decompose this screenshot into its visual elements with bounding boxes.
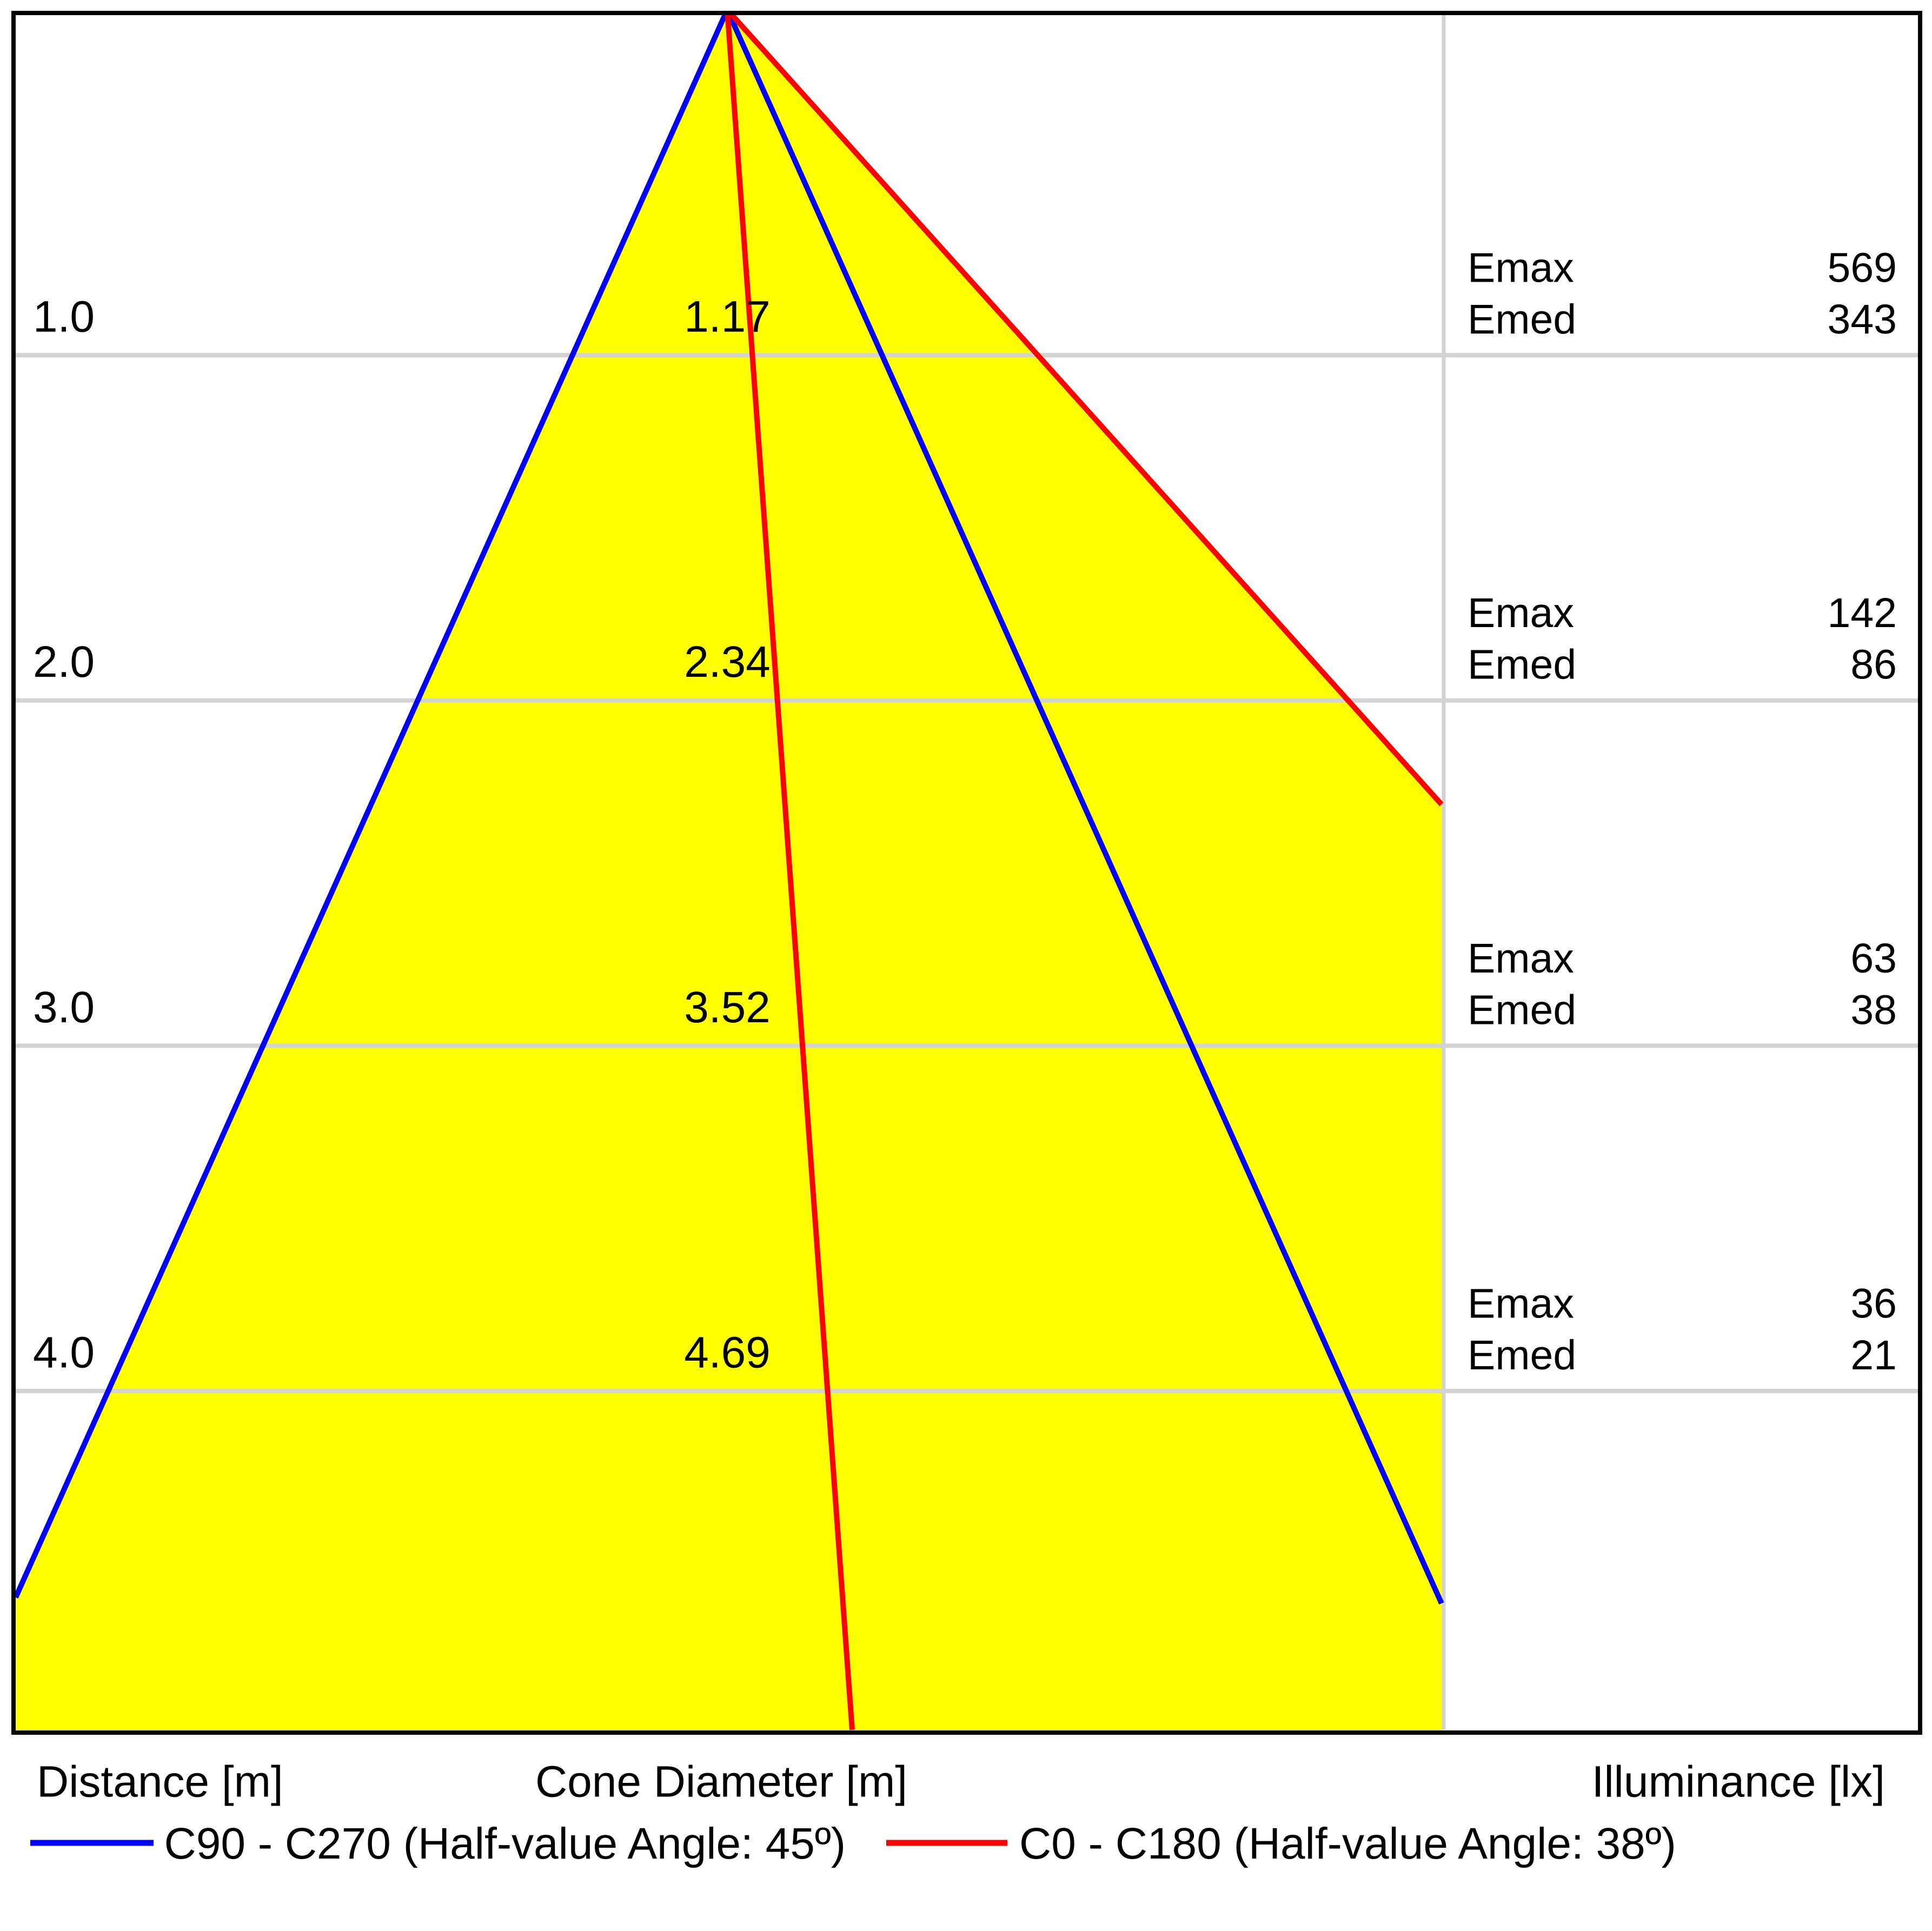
svg-text:86: 86 xyxy=(1850,642,1897,688)
svg-text:Emax: Emax xyxy=(1468,245,1574,291)
svg-text:38: 38 xyxy=(1850,987,1897,1033)
svg-text:Emax: Emax xyxy=(1468,590,1574,636)
svg-text:Cone Diameter [m]: Cone Diameter [m] xyxy=(535,1757,907,1807)
svg-text:Emed: Emed xyxy=(1468,642,1576,688)
svg-text:2.34: 2.34 xyxy=(684,637,771,687)
svg-text:Emed: Emed xyxy=(1468,987,1576,1033)
svg-text:Emed: Emed xyxy=(1468,1332,1576,1379)
svg-text:36: 36 xyxy=(1850,1281,1897,1327)
svg-text:569: 569 xyxy=(1828,245,1897,291)
svg-text:Illuminance [lx]: Illuminance [lx] xyxy=(1592,1757,1885,1807)
svg-text:C0 - C180 (Half-value Angle: 3: C0 - C180 (Half-value Angle: 38º) xyxy=(1019,1819,1676,1868)
svg-text:Emed: Emed xyxy=(1468,296,1576,343)
svg-text:142: 142 xyxy=(1828,590,1897,636)
svg-text:Emax: Emax xyxy=(1468,1281,1574,1327)
svg-text:63: 63 xyxy=(1850,935,1897,982)
svg-text:21: 21 xyxy=(1850,1332,1897,1379)
svg-text:Emax: Emax xyxy=(1468,935,1574,982)
svg-text:343: 343 xyxy=(1828,296,1897,343)
svg-text:2.0: 2.0 xyxy=(33,637,95,687)
svg-text:4.0: 4.0 xyxy=(33,1328,95,1377)
svg-text:3.0: 3.0 xyxy=(33,983,95,1032)
svg-text:4.69: 4.69 xyxy=(684,1328,771,1377)
svg-text:1.0: 1.0 xyxy=(33,292,95,342)
svg-text:C90 - C270 (Half-value Angle:: C90 - C270 (Half-value Angle: 45º) xyxy=(164,1819,846,1868)
svg-text:Distance [m]: Distance [m] xyxy=(37,1757,283,1807)
svg-text:1.17: 1.17 xyxy=(684,292,771,342)
svg-text:3.52: 3.52 xyxy=(684,983,771,1032)
